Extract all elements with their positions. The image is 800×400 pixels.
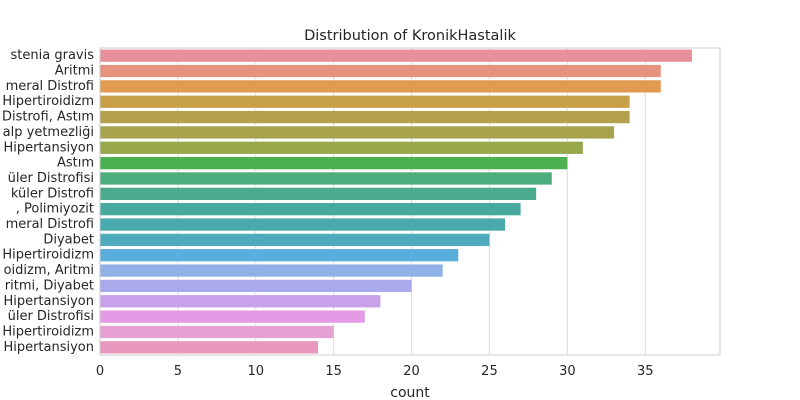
bar — [100, 325, 334, 339]
x-tick-label: 20 — [403, 364, 420, 379]
bar — [100, 80, 661, 93]
bar — [100, 203, 521, 216]
bar — [100, 156, 568, 170]
y-tick-label: üler Distrofisi — [8, 171, 94, 186]
y-tick-label: üler Distrofisi — [8, 309, 94, 324]
y-tick-label: Hipertansiyon — [3, 340, 94, 355]
chart-title: Distribution of KronikHastalik — [304, 28, 516, 44]
y-tick-label: Hipertiroidizm — [2, 324, 94, 339]
y-tick-label: Hipertansiyon — [3, 140, 94, 155]
bar — [100, 218, 506, 231]
y-tick-label: oidizm, Aritmi — [4, 263, 94, 278]
y-tick-label: Hipertiroidizm — [2, 94, 94, 109]
grid-lines — [177, 48, 646, 355]
bar — [100, 64, 661, 78]
bars — [100, 49, 692, 354]
plot-frame — [99, 47, 721, 356]
bar — [100, 110, 630, 124]
x-tick-label: 35 — [637, 364, 654, 379]
y-tick-label: Distrofi, Astım — [2, 110, 94, 125]
y-tick-label: Hipertansiyon — [3, 294, 94, 309]
bar — [100, 172, 552, 185]
bar — [100, 279, 412, 293]
bar — [100, 249, 459, 262]
y-tick-label: meral Distrofi — [6, 79, 94, 94]
bar — [100, 95, 630, 108]
y-tick-label: Astım — [57, 156, 94, 171]
y-tick-label: Aritmi — [55, 64, 94, 79]
bar — [100, 141, 583, 154]
bar — [100, 126, 615, 139]
y-tick-label: , Polimiyozit — [16, 202, 94, 217]
x-tick-label: 30 — [559, 364, 576, 379]
y-tick-label: Diyabet — [43, 232, 94, 247]
x-tick-label: 0 — [96, 364, 104, 379]
y-tick-label: ritmi, Diyabet — [5, 278, 94, 293]
bar — [100, 264, 443, 277]
x-tick-label: 25 — [481, 364, 498, 379]
y-tick-label: alp yetmezliği — [3, 125, 94, 140]
bar — [100, 295, 381, 308]
bar — [100, 233, 490, 247]
x-tick-label: 10 — [248, 364, 265, 379]
bar — [100, 49, 692, 62]
y-tick-label: Hipertiroidizm — [2, 248, 94, 263]
x-tick-label: 5 — [174, 364, 182, 379]
x-axis-label: count — [390, 385, 430, 400]
y-tick-label: stenia gravis — [11, 48, 95, 63]
bar — [100, 341, 319, 354]
x-tick-labels: 0 5 10 15 20 25 30 35 — [96, 364, 654, 379]
y-tick-label: küler Distrofi — [11, 186, 94, 201]
bar — [100, 187, 537, 200]
y-tick-label: meral Distrofi — [6, 217, 94, 232]
x-tick-label: 15 — [325, 364, 342, 379]
bar — [100, 310, 365, 323]
